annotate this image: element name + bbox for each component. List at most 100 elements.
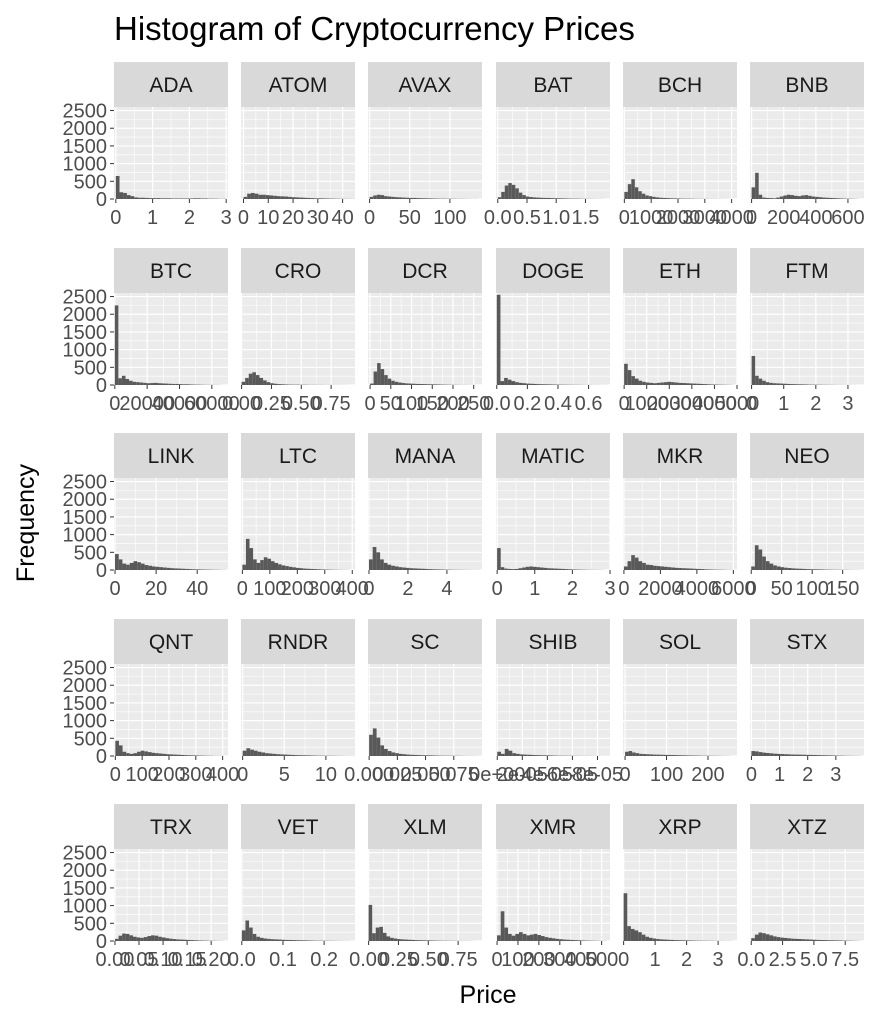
x-tick-label: 20 (282, 207, 304, 229)
histogram-bar (166, 567, 171, 570)
histogram-bar (540, 384, 545, 385)
histogram-bar (554, 568, 558, 570)
panel-background (496, 478, 610, 570)
y-tick-label: 2000 (63, 118, 108, 140)
histogram-bar (129, 562, 134, 570)
panel-background (368, 107, 482, 199)
histogram-bar (786, 194, 791, 199)
histogram-bar (270, 383, 274, 385)
histogram-bar (839, 198, 844, 199)
histogram-bar (642, 754, 647, 756)
histogram-bar (518, 192, 523, 199)
x-tick-label: 0 (491, 949, 502, 971)
histogram-bar (247, 193, 251, 199)
histogram-bar (818, 197, 823, 199)
histogram-bar (241, 930, 246, 941)
histogram-bar (393, 938, 398, 941)
histogram-bar (156, 198, 160, 199)
histogram-bar (529, 197, 533, 199)
x-tick-label: 2000 (647, 393, 692, 415)
histogram-bar (368, 904, 373, 941)
histogram-bar (515, 188, 519, 199)
y-tick-label: 2500 (63, 101, 108, 123)
histogram-bar (515, 933, 520, 941)
facet-label: MANA (395, 445, 456, 468)
histogram-bar (192, 569, 197, 570)
histogram-bar (176, 754, 181, 756)
histogram-bar (119, 192, 124, 199)
histogram-bar (689, 383, 693, 385)
x-tick-label: 5000 (715, 393, 760, 415)
x-tick-label: 0 (619, 207, 630, 229)
histogram-bar (776, 937, 781, 941)
histogram-bar (678, 382, 682, 385)
x-tick-label: 2 (681, 949, 692, 971)
histogram-bar (382, 932, 387, 941)
histogram-bar (820, 755, 825, 756)
histogram-bar (267, 558, 271, 570)
histogram-bar (653, 565, 657, 570)
histogram-bar (299, 568, 304, 570)
histogram-bar (420, 568, 425, 570)
histogram-bar (158, 753, 163, 756)
facet-strip (623, 804, 737, 849)
histogram-bar (184, 755, 188, 756)
x-tick-label: 40 (331, 207, 353, 229)
histogram-bar (273, 195, 277, 199)
x-tick-label: 4 (441, 578, 452, 600)
histogram-bar (175, 383, 179, 385)
histogram-bar (276, 196, 281, 199)
histogram-bar (710, 384, 715, 385)
histogram-bar (169, 754, 174, 756)
histogram-bar (765, 382, 770, 385)
histogram-bar (809, 754, 814, 756)
facet-xlm: XLM 0.000.250.500.75 (349, 804, 482, 971)
facet-bat: BAT 0.0 0.5 1.0 1.5 (484, 62, 610, 229)
facet-strip (368, 804, 482, 849)
x-tick-label: 0e+00 (469, 764, 525, 786)
histogram-bar (815, 196, 819, 199)
histogram-bar (634, 187, 639, 199)
histogram-bar (659, 939, 664, 941)
histogram-bar (632, 752, 636, 756)
histogram-bar (422, 384, 427, 385)
facet-strip (623, 619, 737, 664)
x-tick-label: 2 (567, 578, 578, 600)
histogram-bar (652, 938, 657, 941)
histogram-bar (143, 382, 147, 385)
histogram-bar (543, 197, 547, 199)
histogram-bar (627, 184, 632, 199)
histogram-bars (751, 932, 861, 941)
x-tick-label: 200 (522, 949, 555, 971)
histogram-bar (115, 176, 120, 199)
histogram-bar (390, 937, 394, 941)
x-tick-label: 2 (802, 764, 813, 786)
histogram-bar (811, 196, 816, 199)
x-tick-label: 150 (416, 393, 449, 415)
histogram-bar (824, 755, 829, 756)
panel-background (368, 478, 482, 570)
histogram-bar (677, 940, 682, 941)
histogram-bar (285, 939, 289, 941)
histogram-bar (755, 751, 759, 756)
histogram-bars (241, 920, 351, 941)
x-tick-label: 0.0 (737, 949, 765, 971)
histogram-bar (769, 382, 773, 385)
histogram-bar (653, 383, 657, 385)
x-tick-label: 0 (746, 393, 757, 415)
histogram-bars (369, 194, 478, 199)
histogram-bar (816, 939, 821, 941)
histogram-bar (823, 940, 828, 941)
histogram-bar (252, 933, 257, 941)
panel-background (114, 293, 228, 385)
histogram-bar (417, 755, 422, 756)
y-tick-label: 1000 (63, 525, 108, 547)
facet-label: RNDR (268, 631, 329, 654)
histogram-bar (398, 197, 403, 199)
histogram-bar (806, 754, 810, 756)
y-tick-label: 1500 (63, 693, 108, 715)
histogram-bar (263, 938, 268, 941)
panel-background (368, 293, 482, 385)
x-tick-label: 0 (746, 578, 757, 600)
